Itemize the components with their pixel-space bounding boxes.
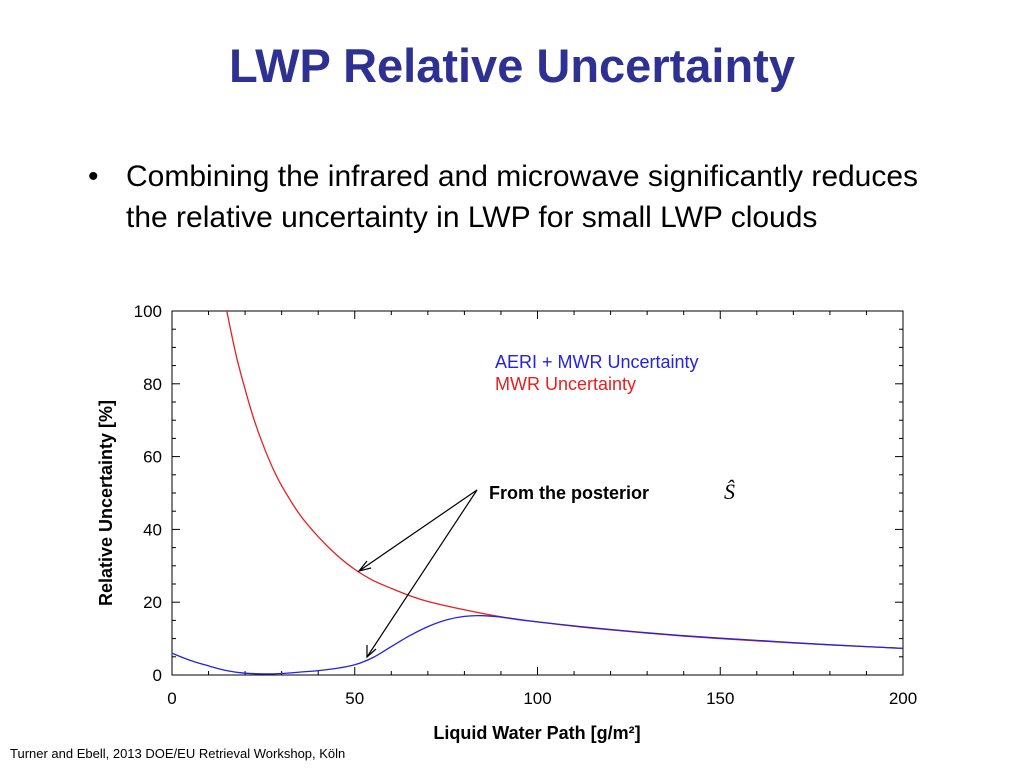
annotation-arrows [357, 489, 478, 659]
x-tick-label: 50 [345, 689, 364, 708]
x-axis-tick-labels: 0 50 100 150 200 [167, 689, 917, 708]
arrowhead-mwr [357, 560, 372, 573]
arrow-to-mwr-curve [358, 489, 478, 572]
slide-title: LWP Relative Uncertainty [229, 39, 795, 92]
uncertainty-chart: 0 50 100 150 200 0 20 40 60 80 100 AERI + MWR Unc… [96, 302, 917, 743]
y-tick-label: 60 [143, 448, 162, 467]
y-axis-ticks [172, 310, 903, 676]
y-tick-label: 80 [143, 375, 162, 394]
x-tick-label: 100 [523, 689, 551, 708]
series-line-aeri-mwr-uncertainty [172, 614, 903, 675]
annotation-symbol: Ŝ [724, 479, 735, 504]
x-tick-label: 0 [167, 689, 176, 708]
y-tick-label: 100 [134, 302, 162, 321]
legend-entry-aeri-mwr: AERI + MWR Uncertainty [495, 352, 699, 372]
annotation-text: From the posterior [489, 483, 649, 503]
arrow-to-aeri-curve [366, 489, 478, 658]
y-tick-label: 0 [153, 666, 162, 685]
arrowhead-aeri [366, 645, 377, 659]
x-axis-label: Liquid Water Path [g/m²] [433, 723, 640, 743]
x-tick-label: 150 [706, 689, 734, 708]
bullet-dot: • [88, 160, 99, 193]
y-tick-label: 40 [143, 520, 162, 539]
x-axis-ticks [171, 311, 904, 675]
y-axis-label: Relative Uncertainty [%] [96, 400, 116, 606]
bullet-text: Combining the infrared and microwave sig… [126, 160, 919, 234]
x-tick-label: 200 [889, 689, 917, 708]
y-tick-label: 20 [143, 593, 162, 612]
slide-footer: Turner and Ebell, 2013 DOE/EU Retrieval … [10, 746, 346, 761]
y-axis-tick-labels: 0 20 40 60 80 100 [134, 302, 162, 685]
legend-entry-mwr: MWR Uncertainty [495, 374, 636, 394]
